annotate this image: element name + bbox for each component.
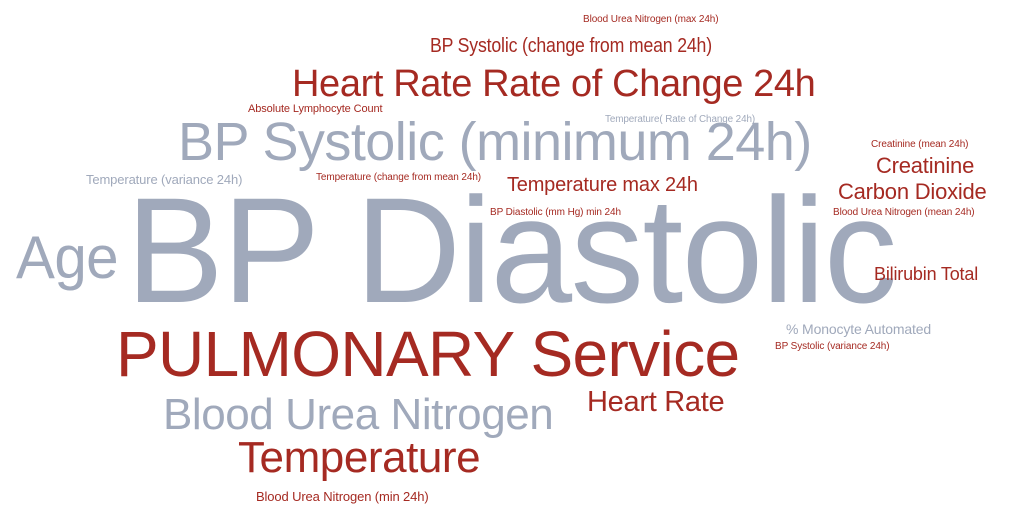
word-blood-urea-nitrogen: Blood Urea Nitrogen bbox=[163, 390, 554, 439]
word-age: Age bbox=[16, 224, 119, 291]
word-pulmonary-service: PULMONARY Service bbox=[116, 318, 740, 390]
word-temperature-rate-of-change-24h: Temperature( Rate of Change 24h) bbox=[605, 114, 756, 125]
word-temperature-max-24h: Temperature max 24h bbox=[507, 174, 698, 196]
word-bp-systolic-change-from-mean-24h: BP Systolic (change from mean 24h) bbox=[430, 35, 712, 57]
word-bp-systolic-minimum-24h: BP Systolic (minimum 24h) bbox=[178, 112, 812, 172]
word-temperature-change-from-mean-24h: Temperature (change from mean 24h) bbox=[316, 172, 482, 183]
word-creatinine-mean-24h: Creatinine (mean 24h) bbox=[871, 139, 969, 150]
word-absolute-lymphocyte-count: Absolute Lymphocyte Count bbox=[248, 103, 383, 115]
word-creatinine: Creatinine bbox=[876, 153, 975, 178]
word-bp-diastolic: BP Diastolic bbox=[126, 166, 897, 334]
word-heart-rate-rate-of-change-24h: Heart Rate Rate of Change 24h bbox=[292, 63, 816, 105]
word-bp-systolic-variance-24h: BP Systolic (variance 24h) bbox=[775, 341, 890, 352]
word-temperature-variance-24h: Temperature (variance 24h) bbox=[86, 172, 243, 187]
word-blood-urea-nitrogen-mean-24h: Blood Urea Nitrogen (mean 24h) bbox=[833, 207, 975, 218]
word-temperature: Temperature bbox=[238, 433, 481, 482]
word-bp-diastolic-mm-hg-min-24h: BP Diastolic (mm Hg) min 24h bbox=[490, 207, 621, 218]
word-bilirubin-total: Bilirubin Total bbox=[874, 264, 979, 284]
word-blood-urea-nitrogen-min-24h: Blood Urea Nitrogen (min 24h) bbox=[256, 489, 429, 504]
word-heart-rate: Heart Rate bbox=[587, 386, 725, 418]
word-blood-urea-nitrogen-max-24h: Blood Urea Nitrogen (max 24h) bbox=[583, 14, 719, 25]
word-carbon-dioxide: Carbon Dioxide bbox=[838, 179, 987, 204]
word-percent-monocyte-automated: % Monocyte Automated bbox=[786, 321, 932, 337]
